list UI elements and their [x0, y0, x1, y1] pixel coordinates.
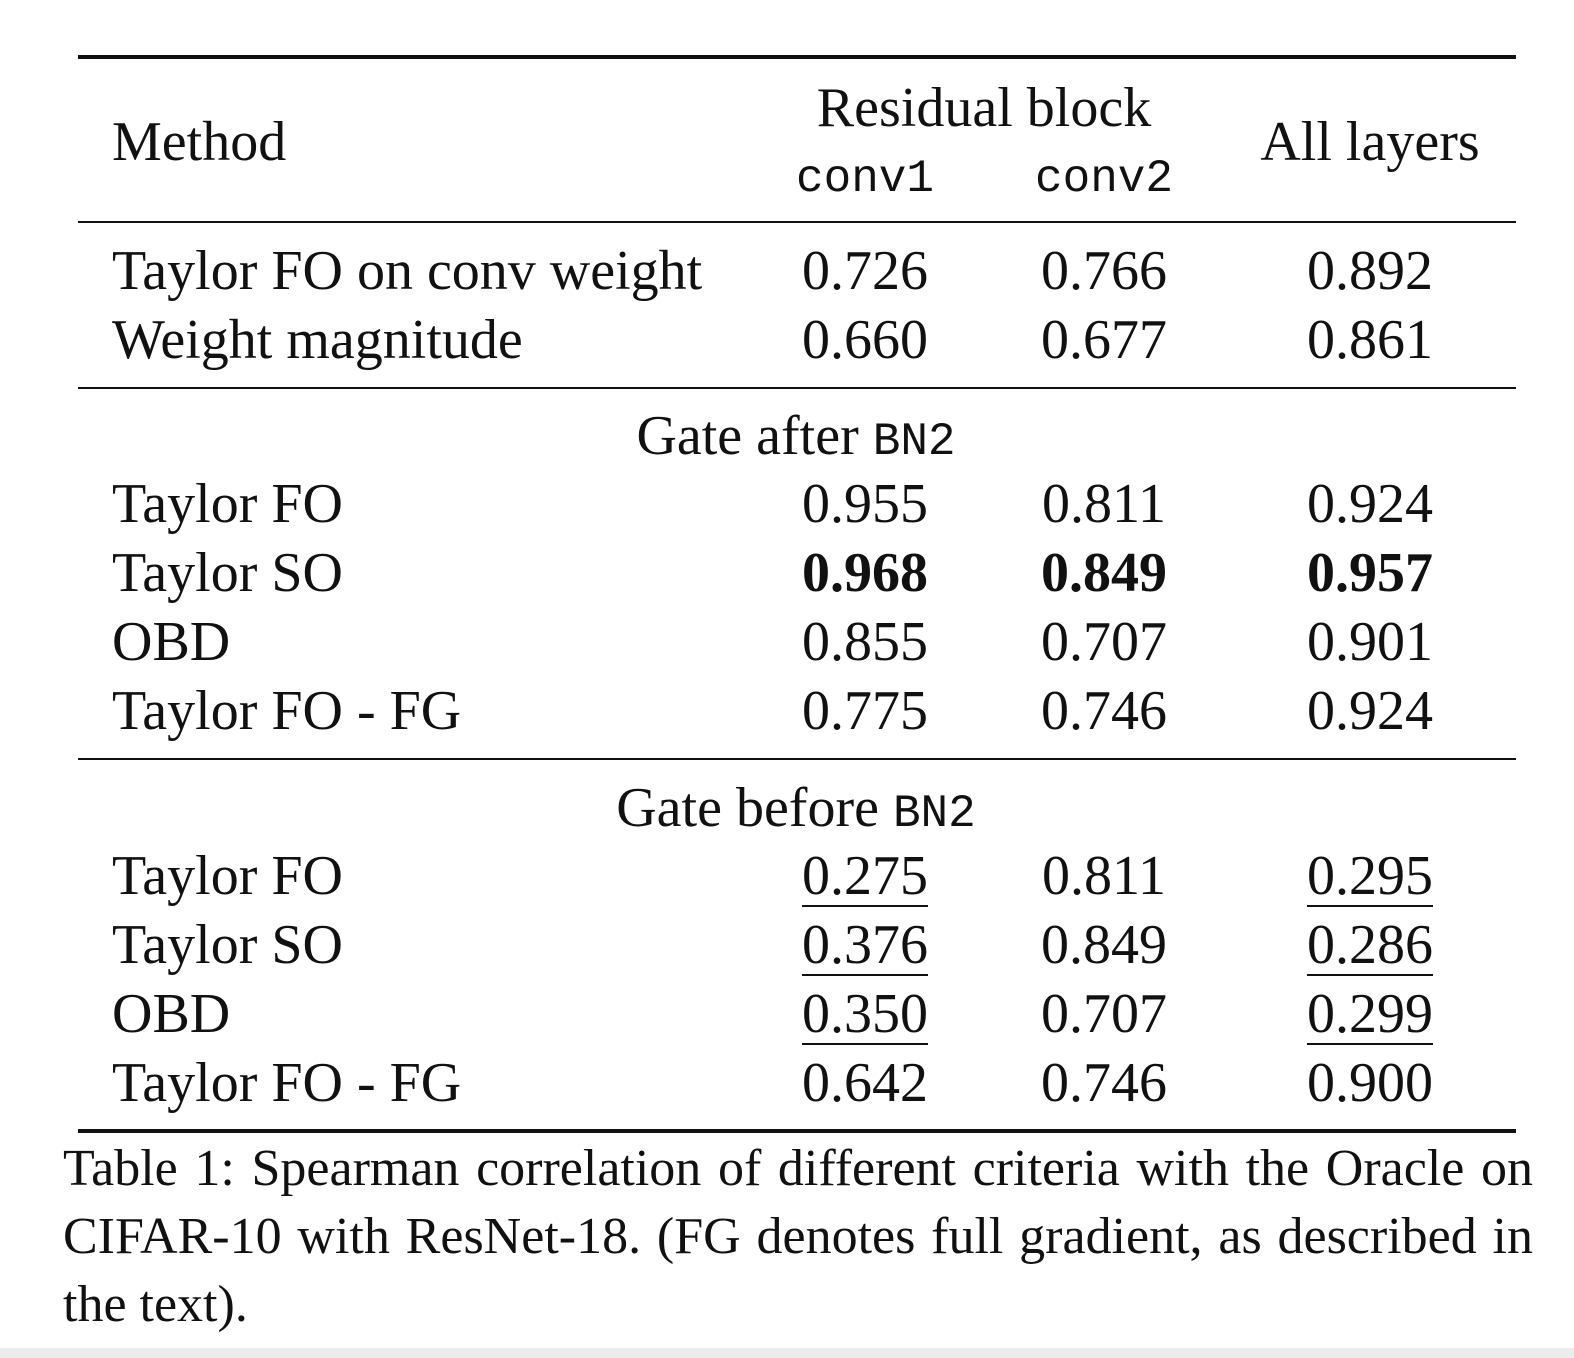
- cell-all-layers: 0.901: [1307, 611, 1433, 673]
- cell-conv2: 0.707: [1041, 983, 1167, 1045]
- cell-all-layers-best: 0.957: [1307, 542, 1433, 604]
- cell-all-layers-underlined: 0.299: [1307, 983, 1433, 1045]
- header-residual-block: Residual block: [816, 77, 1152, 139]
- cell-conv2: 0.707: [1041, 611, 1167, 673]
- cell-conv1-underlined: 0.350: [802, 983, 928, 1045]
- row-method: Weight magnitude: [112, 309, 523, 371]
- row-method: Taylor FO on conv weight: [112, 240, 703, 302]
- cell-conv2-best: 0.849: [1041, 542, 1167, 604]
- cell-conv2: 0.766: [1041, 240, 1167, 302]
- cell-all-layers: 0.924: [1307, 473, 1433, 535]
- top-rule: [78, 55, 1516, 59]
- cell-conv1: 0.660: [802, 309, 928, 371]
- cell-conv1: 0.955: [802, 473, 928, 535]
- header-all-layers: All layers: [1260, 111, 1480, 173]
- row-method: Taylor FO - FG: [112, 1052, 462, 1114]
- cell-conv2: 0.811: [1042, 473, 1166, 535]
- section-title-code: BN2: [872, 416, 956, 468]
- section-title-code: BN2: [892, 788, 976, 840]
- cell-conv2: 0.746: [1041, 680, 1167, 742]
- row-method: Taylor SO: [112, 914, 343, 976]
- header-rule: [78, 221, 1516, 223]
- section-title-gate-after: Gate after BN2: [636, 408, 955, 465]
- cell-conv1: 0.855: [802, 611, 928, 673]
- cell-all-layers: 0.924: [1307, 680, 1433, 742]
- cell-conv1: 0.775: [802, 680, 928, 742]
- cell-all-layers-underlined: 0.295: [1307, 845, 1433, 907]
- row-method: Taylor SO: [112, 542, 343, 604]
- cell-conv2: 0.677: [1041, 309, 1167, 371]
- cell-conv2: 0.746: [1041, 1052, 1167, 1114]
- page-bottom-edge: [0, 1348, 1574, 1358]
- cell-conv1-underlined: 0.376: [802, 914, 928, 976]
- row-method: Taylor FO - FG: [112, 680, 462, 742]
- cell-conv1-underlined: 0.275: [802, 845, 928, 907]
- header-conv1: conv1: [795, 153, 935, 205]
- row-method: OBD: [112, 983, 231, 1045]
- section-title-text: Gate after: [636, 405, 859, 467]
- row-method: Taylor FO: [112, 473, 343, 535]
- cell-conv1: 0.726: [802, 240, 928, 302]
- cell-conv1: 0.642: [802, 1052, 928, 1114]
- bottom-rule: [78, 1129, 1516, 1133]
- table-caption: Table 1: Spearman correlation of differe…: [63, 1140, 1533, 1333]
- cell-all-layers: 0.892: [1307, 240, 1433, 302]
- section-rule-1: [78, 387, 1516, 389]
- section-title-text: Gate before: [616, 777, 879, 839]
- cell-conv2: 0.811: [1042, 845, 1166, 907]
- header-method: Method: [112, 111, 287, 173]
- row-method: Taylor FO: [112, 845, 343, 907]
- cell-all-layers: 0.900: [1307, 1052, 1433, 1114]
- section-rule-2: [78, 758, 1516, 760]
- cell-all-layers-underlined: 0.286: [1307, 914, 1433, 976]
- cell-conv2: 0.849: [1041, 914, 1167, 976]
- cell-all-layers: 0.861: [1307, 309, 1433, 371]
- header-conv2: conv2: [1034, 153, 1174, 205]
- section-title-gate-before: Gate before BN2: [616, 780, 976, 837]
- cell-conv1-best: 0.968: [802, 542, 928, 604]
- row-method: OBD: [112, 611, 231, 673]
